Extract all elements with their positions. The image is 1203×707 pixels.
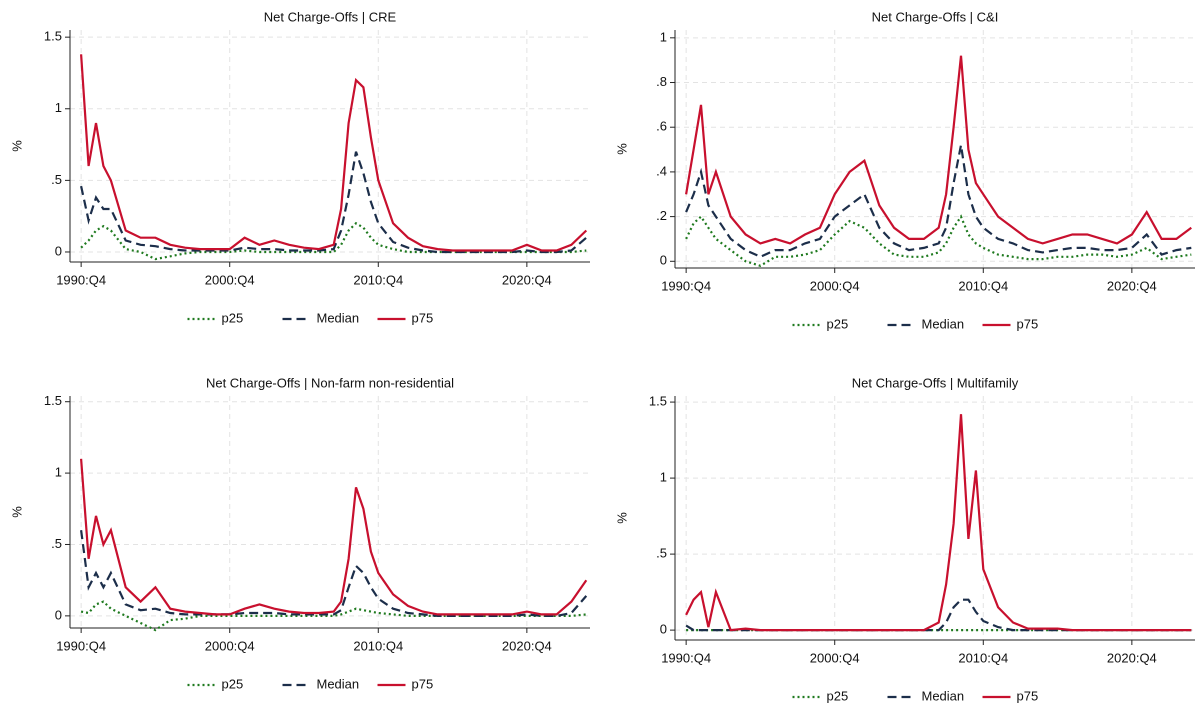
panel-title: Net Charge-Offs | Non-farm non-residenti…	[206, 375, 454, 390]
x-tick-label: 1990:Q4	[56, 638, 106, 653]
series-line	[80, 151, 588, 254]
series-line	[685, 598, 1192, 632]
x-tick-label: 2000:Q4	[810, 650, 860, 665]
x-tick-label: 2010:Q4	[353, 272, 403, 287]
y-axis-label: %	[9, 506, 24, 518]
x-tick-label: 1990:Q4	[56, 272, 106, 287]
y-axis-label: %	[614, 512, 629, 524]
legend-label: Median	[922, 316, 965, 331]
y-tick-label: 1	[660, 470, 667, 485]
x-tick-label: 2010:Q4	[958, 278, 1008, 293]
y-tick-label: .5	[656, 546, 667, 561]
legend-label: Median	[922, 688, 965, 703]
y-axis-label: %	[614, 143, 629, 155]
series-line	[80, 54, 588, 252]
legend-label: p25	[222, 310, 244, 325]
y-tick-label: 1	[55, 100, 62, 115]
y-tick-label: .4	[656, 163, 667, 178]
y-tick-label: 1	[660, 29, 667, 44]
x-tick-label: 1990:Q4	[661, 650, 711, 665]
legend-label: Median	[317, 676, 360, 691]
series-line	[80, 530, 588, 617]
y-tick-label: .5	[51, 536, 62, 551]
series-line	[685, 144, 1192, 259]
y-tick-label: 0	[660, 622, 667, 637]
legend-label: p75	[412, 676, 434, 691]
y-axis-label: %	[9, 140, 24, 152]
legend-label: p25	[222, 676, 244, 691]
y-tick-label: .2	[656, 208, 667, 223]
x-tick-label: 2020:Q4	[502, 638, 552, 653]
legend-label: p75	[412, 310, 434, 325]
x-tick-label: 1990:Q4	[661, 278, 711, 293]
series-line	[685, 55, 1192, 245]
legend-label: p25	[827, 688, 849, 703]
series-line	[685, 414, 1192, 632]
y-tick-label: .8	[656, 74, 667, 89]
x-tick-label: 2020:Q4	[502, 272, 552, 287]
x-tick-label: 2020:Q4	[1107, 650, 1157, 665]
y-tick-label: 1.5	[44, 393, 62, 408]
legend-label: p25	[827, 316, 849, 331]
legend-label: p75	[1017, 316, 1039, 331]
y-tick-label: 1	[55, 465, 62, 480]
y-tick-label: 1.5	[44, 29, 62, 44]
legend-label: Median	[317, 310, 360, 325]
x-tick-label: 2000:Q4	[205, 272, 255, 287]
x-tick-label: 2010:Q4	[353, 638, 403, 653]
y-tick-label: 0	[55, 243, 62, 258]
y-tick-label: .6	[656, 119, 667, 134]
x-tick-label: 2020:Q4	[1107, 278, 1157, 293]
y-tick-label: 1.5	[649, 394, 667, 409]
y-tick-label: 0	[660, 253, 667, 268]
legend-label: p75	[1017, 688, 1039, 703]
series-line	[80, 458, 588, 616]
panel-title: Net Charge-Offs | C&I	[872, 9, 999, 24]
x-tick-label: 2000:Q4	[810, 278, 860, 293]
y-tick-label: 0	[55, 607, 62, 622]
panel-title: Net Charge-Offs | CRE	[264, 9, 397, 24]
panel-title: Net Charge-Offs | Multifamily	[852, 375, 1019, 390]
x-tick-label: 2010:Q4	[958, 650, 1008, 665]
y-tick-label: .5	[51, 172, 62, 187]
x-tick-label: 2000:Q4	[205, 638, 255, 653]
